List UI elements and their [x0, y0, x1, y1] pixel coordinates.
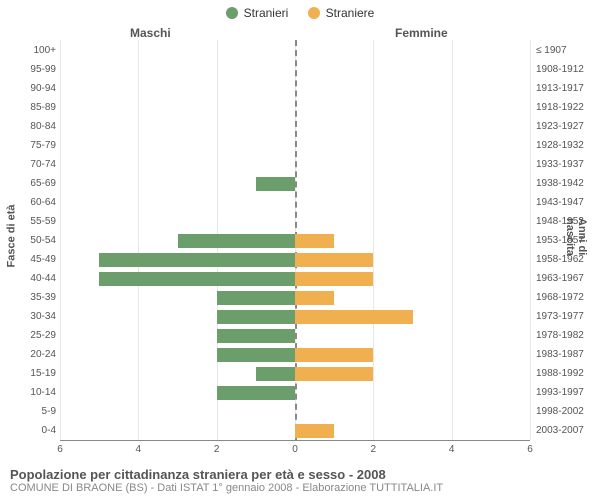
bar-male: [217, 310, 295, 324]
birth-year-label: 1948-1952: [536, 215, 596, 229]
age-label: 35-39: [12, 291, 56, 305]
legend-swatch-male: [226, 7, 238, 19]
chart-subtitle: COMUNE DI BRAONE (BS) - Dati ISTAT 1° ge…: [10, 482, 590, 494]
bar-female: [295, 310, 413, 324]
chart-footer: Popolazione per cittadinanza straniera p…: [10, 467, 590, 494]
bar-male: [99, 253, 295, 267]
grid-line: [530, 40, 531, 440]
grid-line: [452, 40, 453, 440]
column-header-male: Maschi: [130, 26, 171, 40]
age-label: 100+: [12, 44, 56, 58]
bar-male: [217, 291, 295, 305]
bar-male: [217, 386, 295, 400]
x-tick-label: 2: [214, 444, 220, 455]
birth-year-label: 1943-1947: [536, 196, 596, 210]
legend-item-male: Stranieri: [226, 6, 289, 20]
birth-year-label: 1953-1957: [536, 234, 596, 248]
plot-area: 100+≤ 190795-991908-191290-941913-191785…: [60, 40, 530, 440]
x-axis-line: [60, 440, 530, 441]
x-tick-label: 2: [371, 444, 377, 455]
age-label: 45-49: [12, 253, 56, 267]
bar-female: [295, 272, 373, 286]
grid-line: [138, 40, 139, 440]
age-label: 60-64: [12, 196, 56, 210]
bar-female: [295, 291, 334, 305]
age-label: 65-69: [12, 177, 56, 191]
legend-label-female: Straniere: [326, 6, 375, 20]
birth-year-label: 1958-1962: [536, 253, 596, 267]
birth-year-label: 2003-2007: [536, 424, 596, 438]
age-label: 90-94: [12, 82, 56, 96]
birth-year-label: 1978-1982: [536, 329, 596, 343]
bar-female: [295, 367, 373, 381]
age-label: 10-14: [12, 386, 56, 400]
age-label: 0-4: [12, 424, 56, 438]
birth-year-label: 1928-1932: [536, 139, 596, 153]
x-tick-label: 4: [449, 444, 455, 455]
x-tick-label: 4: [136, 444, 142, 455]
age-label: 80-84: [12, 120, 56, 134]
age-label: 75-79: [12, 139, 56, 153]
grid-line: [373, 40, 374, 440]
birth-year-label: 1913-1917: [536, 82, 596, 96]
legend-item-female: Straniere: [308, 6, 375, 20]
bar-female: [295, 234, 334, 248]
age-label: 40-44: [12, 272, 56, 286]
age-label: 85-89: [12, 101, 56, 115]
bar-male: [256, 177, 295, 191]
legend-label-male: Stranieri: [244, 6, 289, 20]
birth-year-label: 1908-1912: [536, 63, 596, 77]
birth-year-label: 1973-1977: [536, 310, 596, 324]
age-label: 95-99: [12, 63, 56, 77]
age-label: 25-29: [12, 329, 56, 343]
birth-year-label: 1933-1937: [536, 158, 596, 172]
column-header-female: Femmine: [395, 26, 448, 40]
age-label: 55-59: [12, 215, 56, 229]
x-tick-label: 6: [527, 444, 533, 455]
bar-female: [295, 348, 373, 362]
legend: Stranieri Straniere: [0, 6, 600, 22]
bar-male: [178, 234, 296, 248]
x-tick-label: 0: [292, 444, 298, 455]
legend-swatch-female: [308, 7, 320, 19]
birth-year-label: 1998-2002: [536, 405, 596, 419]
birth-year-label: 1993-1997: [536, 386, 596, 400]
birth-year-label: 1918-1922: [536, 101, 596, 115]
bar-male: [256, 367, 295, 381]
grid-line: [60, 40, 61, 440]
birth-year-label: 1968-1972: [536, 291, 596, 305]
x-tick-label: 6: [57, 444, 63, 455]
age-label: 20-24: [12, 348, 56, 362]
bar-male: [99, 272, 295, 286]
birth-year-label: 1923-1927: [536, 120, 596, 134]
birth-year-label: 1988-1992: [536, 367, 596, 381]
chart-title: Popolazione per cittadinanza straniera p…: [10, 467, 590, 482]
birth-year-label: 1938-1942: [536, 177, 596, 191]
population-pyramid-chart: Stranieri Straniere Maschi Femmine Fasce…: [0, 0, 600, 500]
birth-year-label: ≤ 1907: [536, 44, 596, 58]
bar-female: [295, 424, 334, 438]
age-label: 70-74: [12, 158, 56, 172]
bar-male: [217, 329, 295, 343]
birth-year-label: 1983-1987: [536, 348, 596, 362]
age-label: 30-34: [12, 310, 56, 324]
age-label: 15-19: [12, 367, 56, 381]
age-label: 5-9: [12, 405, 56, 419]
age-label: 50-54: [12, 234, 56, 248]
birth-year-label: 1963-1967: [536, 272, 596, 286]
bar-male: [217, 348, 295, 362]
bar-female: [295, 253, 373, 267]
